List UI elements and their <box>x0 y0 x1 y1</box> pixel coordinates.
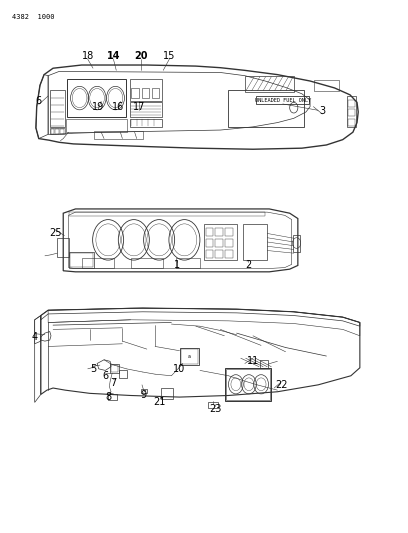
Text: 16: 16 <box>112 102 124 111</box>
Text: 2: 2 <box>245 261 251 270</box>
Text: 21: 21 <box>154 398 166 407</box>
Text: 22: 22 <box>275 380 288 390</box>
Text: a: a <box>188 354 191 359</box>
Text: 14: 14 <box>106 51 120 61</box>
Text: 1: 1 <box>174 261 181 270</box>
Text: 18: 18 <box>82 51 94 61</box>
Text: 10: 10 <box>173 364 186 374</box>
Text: 23: 23 <box>209 405 222 414</box>
Text: 8: 8 <box>105 392 111 402</box>
Text: 6: 6 <box>35 96 42 106</box>
Text: 20: 20 <box>134 51 148 61</box>
Text: 6: 6 <box>102 372 109 381</box>
Text: 4: 4 <box>31 332 38 342</box>
Text: 7: 7 <box>110 378 117 387</box>
Text: 3: 3 <box>319 106 326 116</box>
Text: 5: 5 <box>90 365 96 374</box>
Text: 4382  1000: 4382 1000 <box>12 14 55 20</box>
Text: UNLEADED FUEL ONLY: UNLEADED FUEL ONLY <box>255 98 311 103</box>
Text: 11: 11 <box>247 357 259 366</box>
Text: 15: 15 <box>163 51 175 61</box>
Text: 25: 25 <box>49 228 61 238</box>
Text: 9: 9 <box>140 391 147 400</box>
Text: 17: 17 <box>133 102 145 111</box>
Text: 19: 19 <box>92 102 104 111</box>
